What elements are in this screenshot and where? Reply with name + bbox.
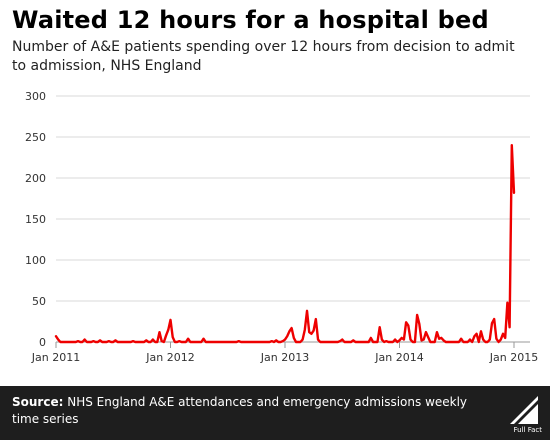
y-tick-label: 0 <box>39 336 46 349</box>
line-chart: 0 50 100 150 200 250 300 Jan 2011 Jan 2012 Jan 20… <box>25 90 538 364</box>
footer: Source: NHS England A&E attendances and … <box>0 386 550 440</box>
source-note: Source: NHS England A&E attendances and … <box>12 394 492 428</box>
y-tick-label: 250 <box>25 131 46 144</box>
logo-text: Full Fact <box>513 426 542 434</box>
x-tick-label: Jan 2015 <box>489 351 538 364</box>
source-text: NHS England A&E attendances and emergenc… <box>12 395 468 426</box>
logo-mark-icon <box>510 396 538 424</box>
y-tick-label: 50 <box>32 295 46 308</box>
source-label: Source: <box>12 395 64 409</box>
chart-subtitle: Number of A&E patients spending over 12 … <box>12 39 515 74</box>
x-tick-label: Jan 2011 <box>31 351 80 364</box>
x-tick-label: Jan 2013 <box>260 351 309 364</box>
y-tick-label: 150 <box>25 213 46 226</box>
full-fact-logo: Full Fact <box>504 392 544 436</box>
chart-title: Waited 12 hours for a hospital bed <box>12 6 489 34</box>
x-tick-label: Jan 2014 <box>374 351 423 364</box>
x-tick-label: Jan 2012 <box>145 351 194 364</box>
y-tick-label: 200 <box>25 172 46 185</box>
y-tick-label: 100 <box>25 254 46 267</box>
y-tick-label: 300 <box>25 90 46 103</box>
series-line <box>54 144 516 344</box>
